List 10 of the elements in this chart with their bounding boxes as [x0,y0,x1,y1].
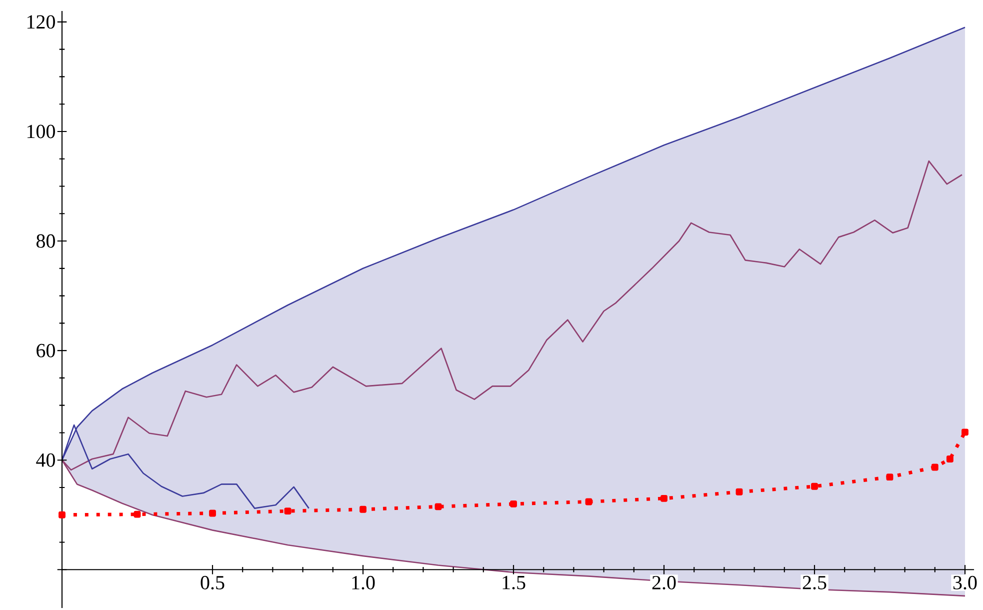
x-tick-label: 3.0 [953,576,977,590]
y-tick-label: 80 [36,234,55,248]
y-tick-label: 100 [28,124,55,138]
y-tick-label: 60 [36,344,55,358]
x-tick-label: 0.5 [200,576,224,590]
y-tick-label: 120 [28,15,55,29]
x-tick-label: 1.0 [352,576,375,590]
x-tick-label: 1.5 [502,576,526,590]
x-tick-label: 2.5 [802,576,826,590]
y-tick-label: 40 [36,453,55,467]
